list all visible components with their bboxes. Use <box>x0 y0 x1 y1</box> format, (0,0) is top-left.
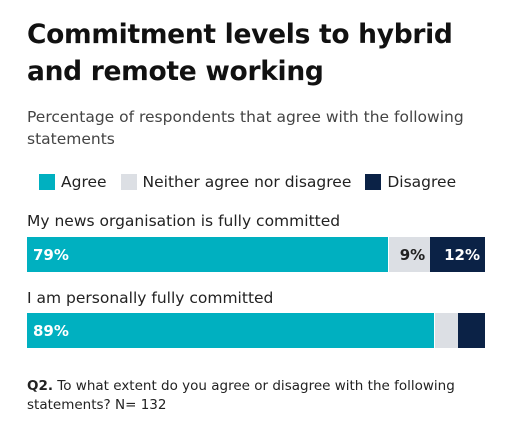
chart-subtitle: Percentage of respondents that agree wit… <box>27 108 464 148</box>
footnote-label: Q2. <box>27 378 53 394</box>
data-label-neither: 9% <box>399 245 426 264</box>
legend-item-agree: Agree <box>39 173 107 191</box>
legend-swatch-disagree <box>365 174 382 190</box>
category-label-organisation: My news organisation is fully committed <box>27 212 341 230</box>
legend-label-neither: Neither agree nor disagree <box>142 173 352 191</box>
segment-gap <box>433 313 435 348</box>
segment-gap <box>388 237 390 272</box>
bar-segment-neither: 9% <box>389 237 431 272</box>
bar-segment-disagree: 12% <box>430 237 485 272</box>
bar-personal: 89% <box>27 313 485 348</box>
data-label-agree: 89% <box>33 321 69 340</box>
legend-swatch-agree <box>39 174 55 190</box>
legend: Agree Neither agree nor disagree Disagre… <box>39 173 470 191</box>
footnote: Q2. To what extent do you agree or disag… <box>27 377 497 415</box>
footnote-text: To what extent do you agree or disagree … <box>27 378 455 413</box>
bar-segment-neither <box>434 313 458 348</box>
chart-title: Commitment levels to hybrid and remote w… <box>27 19 453 87</box>
bar-segment-agree: 79% <box>27 237 389 272</box>
category-label-personal: I am personally fully committed <box>27 289 274 307</box>
legend-label-agree: Agree <box>61 173 107 191</box>
bar-segment-agree: 89% <box>27 313 434 348</box>
legend-label-disagree: Disagree <box>387 173 457 191</box>
legend-item-neither: Neither agree nor disagree <box>120 173 352 191</box>
data-label-agree: 79% <box>33 245 69 264</box>
legend-swatch-neither <box>120 174 137 190</box>
legend-item-disagree: Disagree <box>365 173 456 191</box>
data-label-disagree: 12% <box>444 245 480 264</box>
bar-segment-disagree <box>457 313 485 348</box>
bar-organisation: 79% 9% 12% <box>27 237 485 272</box>
